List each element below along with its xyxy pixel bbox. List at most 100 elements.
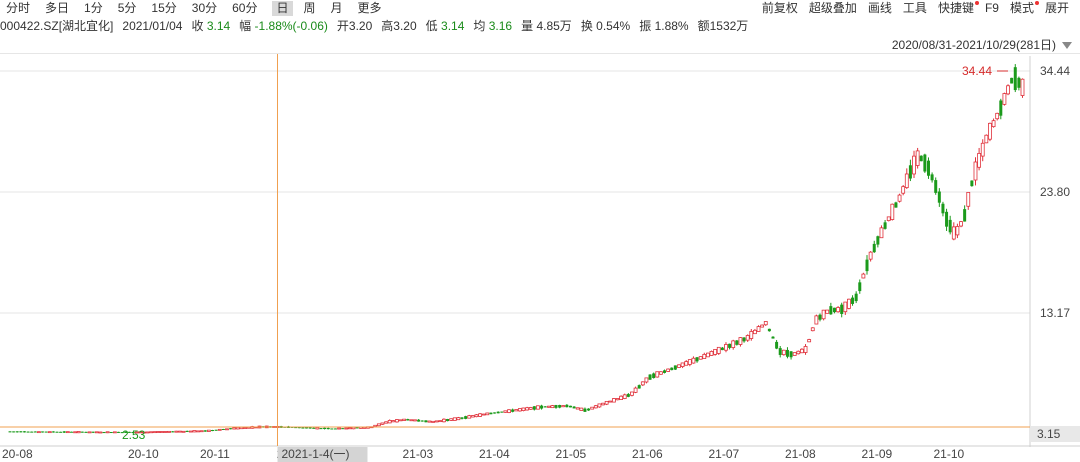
candle-body xyxy=(771,336,775,339)
candle-body xyxy=(116,431,120,433)
candle-body xyxy=(807,339,812,343)
crosshair-date-label: 2021-1-4(一) xyxy=(282,447,350,461)
candle-body xyxy=(355,427,359,429)
candle-body xyxy=(232,427,237,430)
candle-body xyxy=(536,405,540,410)
candle-body xyxy=(810,327,815,332)
candle-body xyxy=(19,431,23,433)
candle-body xyxy=(644,377,649,383)
candle-body xyxy=(481,413,486,416)
candle-body xyxy=(604,400,609,405)
candle-body xyxy=(988,122,992,140)
date-range[interactable]: 2020/08/31-2021/10/29(281日) xyxy=(892,38,1072,52)
candle-body xyxy=(94,431,99,434)
candle-body xyxy=(402,418,407,421)
candle-body xyxy=(767,328,771,332)
candle-body xyxy=(305,427,309,429)
tool-item-7[interactable]: 展开 xyxy=(1044,1,1069,15)
candle-body xyxy=(319,428,323,430)
candle-body xyxy=(756,326,761,332)
candle-body xyxy=(840,304,844,314)
candle-body xyxy=(1017,77,1021,88)
candle-body xyxy=(55,431,59,433)
period-tab-0[interactable]: 分时 xyxy=(6,1,31,15)
candle-body xyxy=(171,431,175,433)
period-tabs: 分时 多日 1分 5分 15分 30分 60分日周月更多 xyxy=(6,1,397,16)
candle-body xyxy=(597,403,602,408)
candle-body xyxy=(73,431,77,434)
y-tick-label-1: 23.80 xyxy=(1040,185,1070,199)
candle-body xyxy=(615,398,620,401)
tool-item-0[interactable]: 前复权 xyxy=(761,1,798,15)
candle-body xyxy=(912,155,916,175)
candle-body xyxy=(847,298,851,309)
period-tab-3[interactable]: 5分 xyxy=(117,1,137,15)
candle-body xyxy=(384,421,388,424)
candle-body xyxy=(427,420,432,423)
candle-body xyxy=(196,430,200,433)
candle-body xyxy=(565,404,569,408)
candle-body xyxy=(37,431,41,434)
candle-body xyxy=(709,351,714,356)
candle-body xyxy=(344,427,349,430)
candle-body xyxy=(438,420,443,423)
candle-body xyxy=(12,431,16,433)
candle-body xyxy=(449,418,454,421)
candle-body xyxy=(687,359,692,365)
period-tab-1[interactable]: 多日 xyxy=(45,1,70,15)
tool-item-6[interactable]: 模式 xyxy=(1010,1,1039,16)
candle-body xyxy=(239,426,244,430)
candle-body xyxy=(134,431,139,434)
period-tab-10[interactable]: 更多 xyxy=(357,1,382,15)
candle-body xyxy=(485,412,490,416)
candle-body xyxy=(670,367,674,371)
candle-body xyxy=(904,173,909,188)
tool-item-5[interactable]: F9 xyxy=(984,1,999,15)
candle-body xyxy=(1013,67,1017,91)
candle-body xyxy=(521,407,526,412)
candle-body xyxy=(464,416,468,419)
candle-body xyxy=(901,186,906,194)
tool-item-3[interactable]: 工具 xyxy=(902,1,927,15)
candle-body xyxy=(156,431,161,433)
candle-body xyxy=(876,236,880,245)
candle-body xyxy=(102,432,106,434)
candle-body xyxy=(65,431,70,434)
period-tab-5[interactable]: 30分 xyxy=(191,1,218,15)
candle-body xyxy=(680,362,685,367)
y-tick-label-0: 34.44 xyxy=(1040,64,1070,78)
candle-body xyxy=(673,365,677,370)
crosshair-date-box xyxy=(277,447,368,462)
candle-body xyxy=(511,409,515,412)
candle-body xyxy=(214,429,218,431)
tool-item-4[interactable]: 快捷键 xyxy=(938,1,979,16)
x-tick-label-1: 20-10 xyxy=(128,447,159,461)
period-tab-7[interactable]: 日 xyxy=(272,1,293,16)
candle-body xyxy=(640,381,645,386)
chevron-down-icon[interactable] xyxy=(1062,41,1072,49)
candle-body xyxy=(91,431,95,433)
candle-body xyxy=(152,431,157,434)
candle-body xyxy=(546,405,551,408)
period-tab-8[interactable]: 周 xyxy=(303,1,316,15)
candle-body xyxy=(112,431,117,434)
tool-item-1[interactable]: 超级叠加 xyxy=(808,1,857,15)
candle-body xyxy=(434,420,439,423)
candle-body xyxy=(178,430,182,433)
x-tick-label-10: 21-09 xyxy=(862,447,893,461)
notification-dot-icon xyxy=(1034,1,1039,5)
x-tick-label-11: 21-10 xyxy=(934,447,965,461)
candle-body xyxy=(348,427,352,430)
candle-body xyxy=(507,409,511,413)
candle-body xyxy=(593,405,598,409)
candle-body xyxy=(225,428,229,431)
period-tab-2[interactable]: 1分 xyxy=(84,1,103,15)
period-tab-4[interactable]: 15分 xyxy=(151,1,177,15)
candle-body xyxy=(579,407,584,411)
period-tab-6[interactable]: 60分 xyxy=(232,1,258,15)
candle-body xyxy=(337,427,341,430)
candle-body xyxy=(890,203,895,220)
period-tab-9[interactable]: 月 xyxy=(330,1,343,15)
tool-item-2[interactable]: 画线 xyxy=(867,1,892,15)
